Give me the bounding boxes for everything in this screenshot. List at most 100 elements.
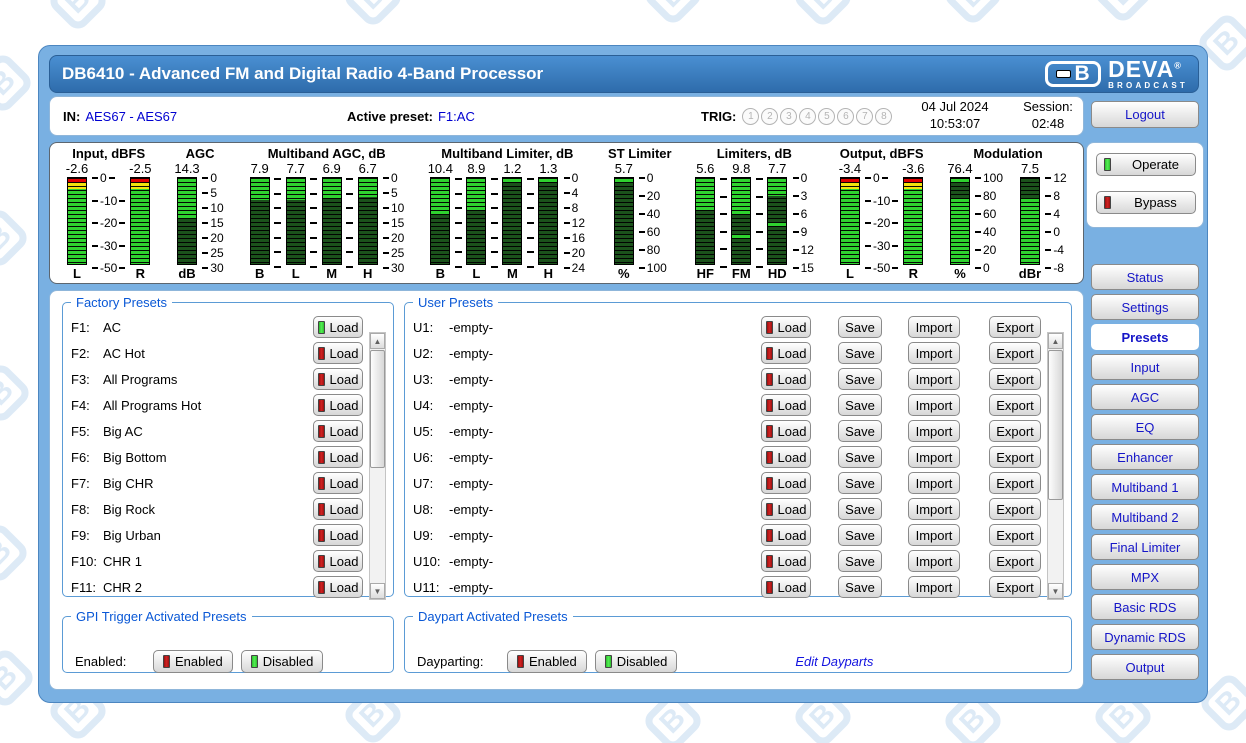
daypart-enabled-button[interactable]: Enabled — [507, 650, 587, 673]
export-button[interactable]: Export — [989, 576, 1041, 598]
save-button[interactable]: Save — [838, 342, 882, 364]
save-button[interactable]: Save — [838, 498, 882, 520]
load-button[interactable]: Load — [761, 576, 811, 598]
gpi-disabled-button[interactable]: Disabled — [240, 650, 324, 673]
save-button[interactable]: Save — [838, 316, 882, 338]
import-button[interactable]: Import — [908, 394, 960, 416]
load-button[interactable]: Load — [761, 498, 811, 520]
operate-button[interactable]: Operate — [1096, 153, 1196, 176]
trig-button-7[interactable]: 7 — [856, 108, 874, 125]
save-button[interactable]: Save — [838, 446, 882, 468]
user-presets-scrollbar[interactable]: ▲ ▼ — [1047, 332, 1064, 600]
load-button[interactable]: Load — [313, 394, 363, 416]
sidebar-item-final-limiter[interactable]: Final Limiter — [1091, 534, 1199, 560]
sidebar-item-eq[interactable]: EQ — [1091, 414, 1199, 440]
save-button[interactable]: Save — [838, 576, 882, 598]
logout-button[interactable]: Logout — [1091, 101, 1199, 128]
load-button[interactable]: Load — [761, 550, 811, 572]
save-button[interactable]: Save — [838, 394, 882, 416]
trig-button-6[interactable]: 6 — [837, 108, 855, 125]
watermark-db-icon: B — [0, 645, 38, 711]
sidebar-item-enhancer[interactable]: Enhancer — [1091, 444, 1199, 470]
sidebar-item-input[interactable]: Input — [1091, 354, 1199, 380]
save-button[interactable]: Save — [838, 472, 882, 494]
scroll-up-arrow-icon[interactable]: ▲ — [370, 333, 385, 349]
import-button[interactable]: Import — [908, 472, 960, 494]
gpi-enabled-button[interactable]: Enabled — [153, 650, 233, 673]
sidebar-item-mpx[interactable]: MPX — [1091, 564, 1199, 590]
load-button[interactable]: Load — [761, 420, 811, 442]
scroll-down-arrow-icon[interactable]: ▼ — [1048, 583, 1063, 599]
load-button[interactable]: Load — [761, 446, 811, 468]
export-button[interactable]: Export — [989, 420, 1041, 442]
trig-button-8[interactable]: 8 — [875, 108, 893, 125]
load-button[interactable]: Load — [761, 316, 811, 338]
load-button[interactable]: Load — [313, 420, 363, 442]
load-button[interactable]: Load — [313, 498, 363, 520]
load-button[interactable]: Load — [313, 576, 363, 598]
sidebar-item-settings[interactable]: Settings — [1091, 294, 1199, 320]
scrollbar-thumb[interactable] — [1048, 350, 1063, 500]
import-button[interactable]: Import — [908, 342, 960, 364]
sidebar-item-output[interactable]: Output — [1091, 654, 1199, 680]
sidebar-item-multiband-2[interactable]: Multiband 2 — [1091, 504, 1199, 530]
sidebar-item-agc[interactable]: AGC — [1091, 384, 1199, 410]
load-button[interactable]: Load — [313, 472, 363, 494]
sidebar-item-multiband-1[interactable]: Multiband 1 — [1091, 474, 1199, 500]
scroll-up-arrow-icon[interactable]: ▲ — [1048, 333, 1063, 349]
sidebar-item-presets[interactable]: Presets — [1091, 324, 1199, 350]
load-button[interactable]: Load — [761, 342, 811, 364]
save-button[interactable]: Save — [838, 550, 882, 572]
meter-bar-column: 8.9 L — [463, 161, 489, 282]
export-button[interactable]: Export — [989, 524, 1041, 546]
export-button[interactable]: Export — [989, 550, 1041, 572]
sidebar-item-basic-rds[interactable]: Basic RDS — [1091, 594, 1199, 620]
export-button[interactable]: Export — [989, 472, 1041, 494]
load-button[interactable]: Load — [313, 446, 363, 468]
load-button[interactable]: Load — [761, 524, 811, 546]
export-button[interactable]: Export — [989, 368, 1041, 390]
load-button[interactable]: Load — [761, 394, 811, 416]
tick-mark — [792, 231, 799, 233]
import-button[interactable]: Import — [908, 524, 960, 546]
trig-button-5[interactable]: 5 — [818, 108, 836, 125]
import-button[interactable]: Import — [908, 550, 960, 572]
load-button[interactable]: Load — [761, 472, 811, 494]
tick-mark — [563, 252, 570, 254]
bypass-button[interactable]: Bypass — [1096, 191, 1196, 214]
load-button[interactable]: Load — [313, 342, 363, 364]
export-button[interactable]: Export — [989, 498, 1041, 520]
scroll-down-arrow-icon[interactable]: ▼ — [370, 583, 385, 599]
trig-button-4[interactable]: 4 — [799, 108, 817, 125]
sidebar-item-status[interactable]: Status — [1091, 264, 1199, 290]
daypart-disabled-button[interactable]: Disabled — [594, 650, 678, 673]
import-button[interactable]: Import — [908, 498, 960, 520]
import-button[interactable]: Import — [908, 576, 960, 598]
load-button[interactable]: Load — [313, 316, 363, 338]
save-button[interactable]: Save — [838, 368, 882, 390]
load-button[interactable]: Load — [313, 550, 363, 572]
scrollbar-thumb[interactable] — [370, 350, 385, 468]
watermark-logo: B — [790, 0, 856, 30]
trig-button-2[interactable]: 2 — [761, 108, 779, 125]
save-button[interactable]: Save — [838, 420, 882, 442]
load-button[interactable]: Load — [313, 524, 363, 546]
meter-value: 7.5 — [1020, 161, 1040, 176]
export-button[interactable]: Export — [989, 446, 1041, 468]
import-button[interactable]: Import — [908, 316, 960, 338]
import-button[interactable]: Import — [908, 446, 960, 468]
edit-dayparts-link[interactable]: Edit Dayparts — [795, 654, 874, 669]
factory-presets-scrollbar[interactable]: ▲ ▼ — [369, 332, 386, 600]
export-button[interactable]: Export — [989, 394, 1041, 416]
load-button[interactable]: Load — [313, 368, 363, 390]
load-button[interactable]: Load — [761, 368, 811, 390]
trig-button-3[interactable]: 3 — [780, 108, 798, 125]
import-button[interactable]: Import — [908, 420, 960, 442]
save-button[interactable]: Save — [838, 524, 882, 546]
export-button[interactable]: Export — [989, 342, 1041, 364]
import-button[interactable]: Import — [908, 368, 960, 390]
trig-button-1[interactable]: 1 — [742, 108, 760, 125]
export-button[interactable]: Export — [989, 316, 1041, 338]
sidebar-item-dynamic-rds[interactable]: Dynamic RDS — [1091, 624, 1199, 650]
factory-presets-legend: Factory Presets — [76, 295, 168, 310]
